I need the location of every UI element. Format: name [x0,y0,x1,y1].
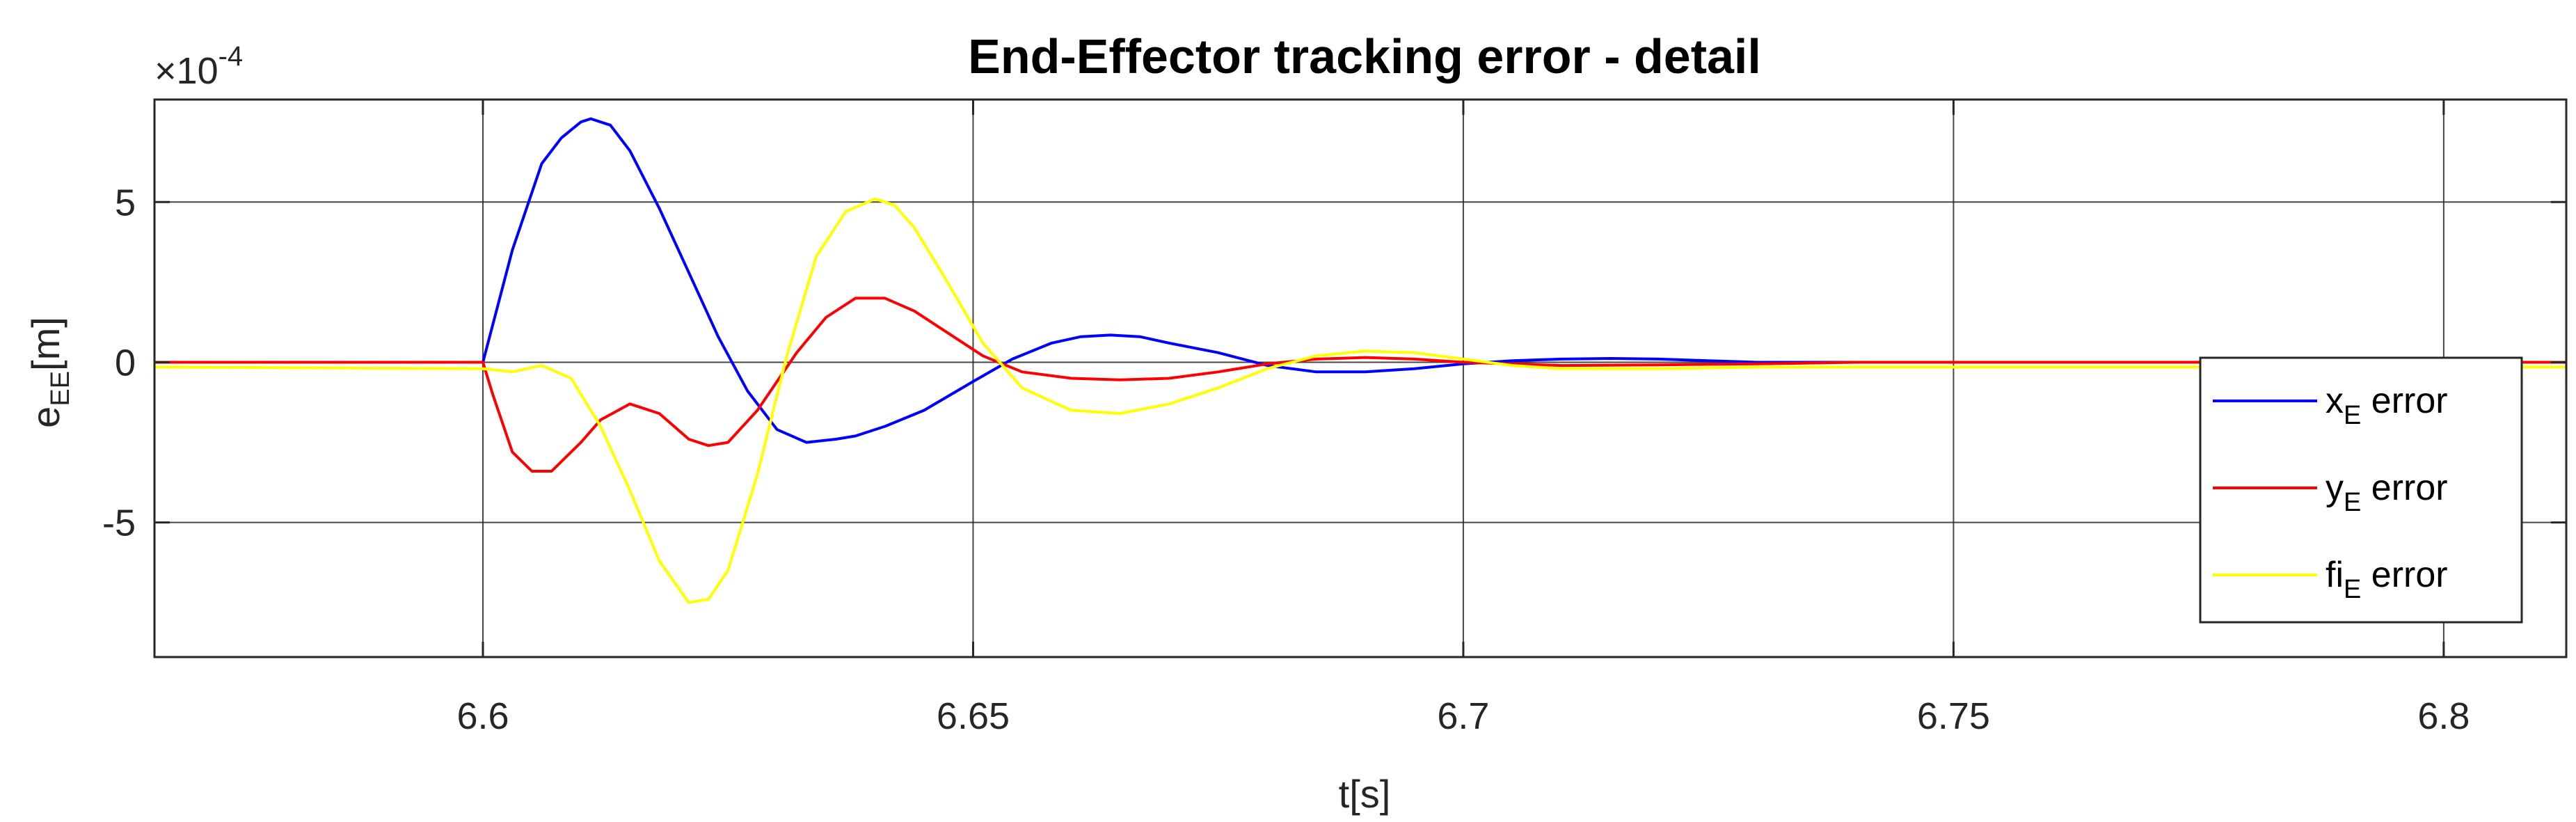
y-axis-exponent: ×10-4 [154,41,243,92]
legend-entry-x: xE error [2325,381,2448,430]
x-tick-label: 6.6 [456,695,509,737]
legend-entry-sub: E [2344,401,2361,430]
y-axis-label-sub: EE [46,371,75,406]
legend-entry-main: x [2325,381,2344,421]
y-tick-label: 0 [115,342,136,384]
legend-entry-main: y [2325,468,2344,508]
plot-frame [153,98,2568,658]
exponent-base: ×10 [154,50,218,92]
x-tick-label: 6.75 [1917,695,1990,737]
legend-entry-sub: E [2344,575,2361,604]
y-tick-label: -5 [102,503,136,544]
y-axis-label-unit: [m] [24,317,67,371]
series-line-fi [154,197,2566,604]
x-tick-label: 6.7 [1437,695,1489,737]
ticks: 6.6 6.65 6.7 6.75 6.8 -5 0 5 [102,100,2566,737]
y-tick-label: 5 [115,182,136,223]
exponent-power: -4 [218,41,244,72]
legend-entry-rest: error [2361,468,2447,508]
chart-title: End-Effector tracking error - detail [968,29,1761,84]
legend-entry-main: fi [2325,555,2344,595]
y-axis-label-main: e [24,406,67,428]
x-tick-label: 6.8 [2417,695,2470,737]
series-group [154,117,2566,604]
series-line-x [154,117,2566,444]
legend-entry-fi: fiE error [2325,555,2448,604]
legend-entry-rest: error [2361,381,2447,421]
y-axis-label: eEE[m] [24,317,75,428]
legend-entry-rest: error [2361,555,2447,595]
legend-entry-y: yE error [2325,468,2448,517]
legend-entry-sub: E [2344,488,2361,517]
x-axis-label: t[s] [1339,772,1391,816]
series-line-y [154,297,2566,473]
x-tick-label: 6.65 [937,695,1010,737]
